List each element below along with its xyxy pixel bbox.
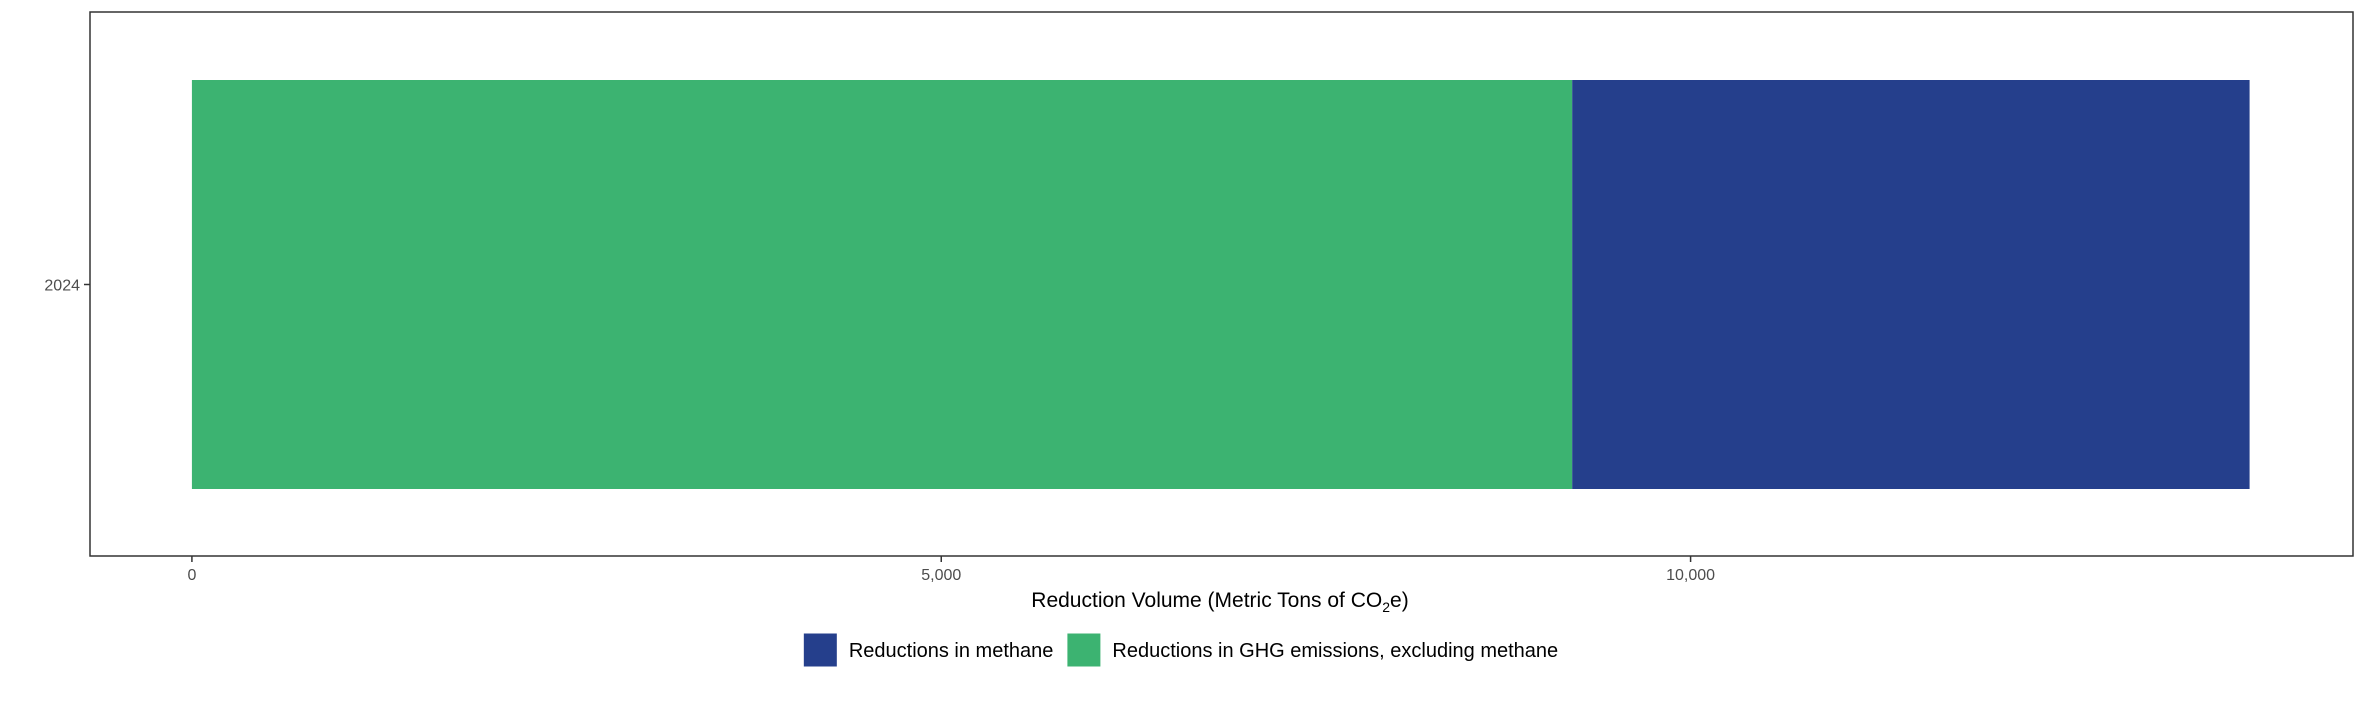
y-axis: 2024 <box>44 278 90 295</box>
legend-item: Reductions in methane <box>803 633 1054 667</box>
legend-label: Reductions in methane <box>849 640 1054 662</box>
legend-label: Reductions in GHG emissions, excluding m… <box>1112 640 1558 662</box>
y-tick-label: 2024 <box>44 278 80 295</box>
bar-segment <box>191 80 1573 489</box>
x-axis: 0 5,000 10,000 <box>187 556 1715 584</box>
legend: Reductions in methane Reductions in GHG e… <box>803 633 1558 667</box>
x-tick-label: 10,000 <box>1666 567 1715 584</box>
legend-item: Reductions in GHG emissions, excluding m… <box>1067 633 1558 667</box>
x-axis-title-suffix: e) <box>1390 589 1409 612</box>
legend-key <box>1067 633 1101 667</box>
x-axis-title: Reduction Volume (Metric Tons of CO2e) <box>1031 589 1408 615</box>
x-axis-title-subscript: 2 <box>1382 599 1390 615</box>
x-tick-label: 0 <box>187 567 196 584</box>
bar-segment <box>1572 80 2250 489</box>
bars-layer <box>191 80 2250 489</box>
x-tick-label: 5,000 <box>921 567 961 584</box>
legend-key <box>803 633 837 667</box>
